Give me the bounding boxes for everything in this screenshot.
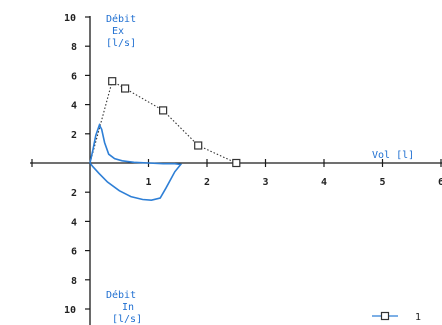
y-top-label-line-1: Débit <box>106 13 136 25</box>
y-tick-label-pos-4: 4 <box>71 101 77 112</box>
x-tick-label-3: 3 <box>263 177 269 188</box>
y-bottom-label-line-3: [l/s] <box>112 314 142 325</box>
y-tick-label-neg-4: 4 <box>71 217 77 228</box>
y-bottom-label-line-2: In <box>122 302 134 313</box>
y-tick-label-pos-2: 2 <box>71 130 77 141</box>
legend: 1 <box>372 311 421 323</box>
series-layer <box>89 77 241 202</box>
y-top-label-line-2: Ex <box>112 26 124 37</box>
y-ticks: 2 4 6 8 10 2 4 6 8 10 <box>64 13 90 316</box>
x-tick-label-4: 4 <box>321 177 327 188</box>
y-top-label-line-3: [l/s] <box>106 38 136 49</box>
x-axis-label: Vol [l] <box>372 150 414 161</box>
x-tick-label-2: 2 <box>204 177 210 188</box>
x-tick-label-5: 5 <box>380 177 386 188</box>
legend-marker-1 <box>380 311 390 321</box>
series-1-point-1 <box>108 77 117 86</box>
x-tick-label-1: 1 <box>146 177 152 188</box>
series-1-point-4 <box>194 141 203 150</box>
x-tick-label-6: 6 <box>438 177 442 188</box>
y-tick-label-pos-8: 8 <box>71 42 77 53</box>
series-2-line <box>89 122 183 202</box>
y-tick-label-neg-10: 10 <box>64 305 76 316</box>
series-1-line <box>89 80 237 164</box>
y-tick-label-neg-6: 6 <box>71 247 77 258</box>
legend-label-1: 1 <box>415 312 421 323</box>
y-bottom-label: Débit In [l/s] <box>106 289 142 325</box>
y-bottom-label-line-1: Débit <box>106 289 136 301</box>
y-tick-label-neg-2: 2 <box>71 188 77 199</box>
series-1-point-3 <box>159 106 168 115</box>
series-1-point-5 <box>232 158 241 168</box>
y-top-label: Débit Ex [l/s] <box>106 13 136 49</box>
y-tick-label-pos-10: 10 <box>64 13 76 24</box>
x-ticks: 1 2 3 4 5 6 <box>31 159 442 188</box>
series-1-point-2 <box>120 84 130 93</box>
y-tick-label-pos-6: 6 <box>71 71 77 82</box>
y-tick-label-neg-8: 8 <box>71 276 77 287</box>
